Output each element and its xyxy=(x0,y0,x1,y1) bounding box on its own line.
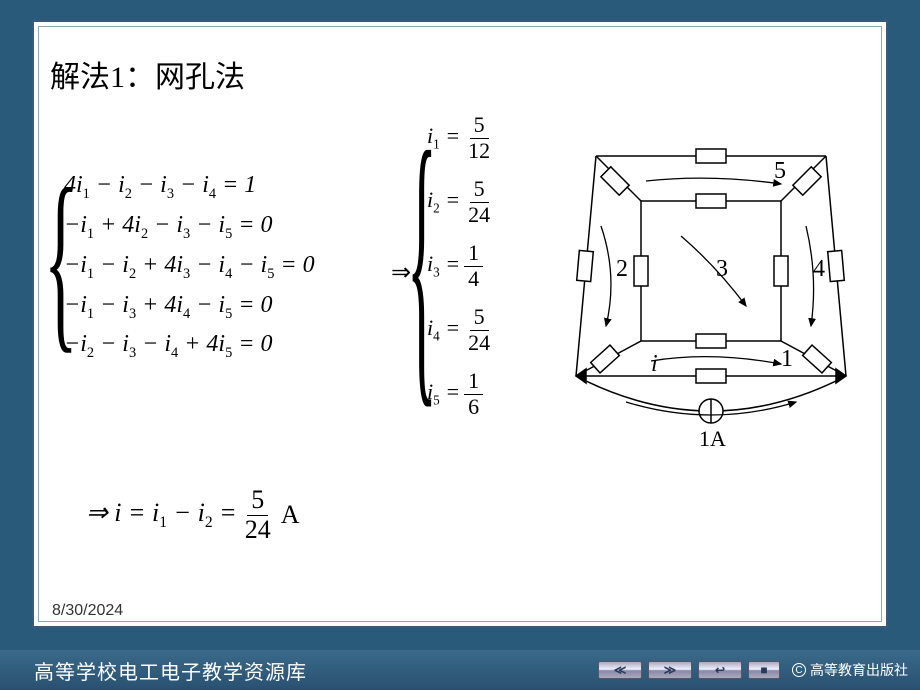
equation-row: 4i1 − i2 − i3 − i4 = 1 xyxy=(64,166,315,206)
mesh-label-2: 2 xyxy=(616,256,628,282)
math-area: { 4i1 − i2 − i3 − i4 = 1−i1 + 4i2 − i3 −… xyxy=(46,146,878,586)
equation-system: { 4i1 − i2 − i3 − i4 = 1−i1 + 4i2 − i3 −… xyxy=(54,166,315,365)
nav-buttons: ≪ ≫ ↩ ■ xyxy=(598,661,780,679)
equation-row: −i2 − i3 − i4 + 4i5 = 0 xyxy=(64,325,315,365)
solution-row: i3 = 14 xyxy=(427,234,498,298)
nav-next-button[interactable]: ≫ xyxy=(648,661,692,679)
copyright-icon: C xyxy=(792,663,806,677)
slide-title: 解法1：网孔法 xyxy=(50,52,878,96)
slide-date: 8/30/2024 xyxy=(52,602,123,620)
nav-first-button[interactable]: ≪ xyxy=(598,661,642,679)
current-label: i xyxy=(651,351,658,377)
slide-content: 解法1：网孔法 { 4i1 − i2 − i3 − i4 = 1−i1 + 4i… xyxy=(34,22,886,626)
solution-row: i1 = 512 xyxy=(427,106,498,170)
solution-row: i4 = 524 xyxy=(427,298,498,362)
final-fraction: 5 24 xyxy=(241,486,275,544)
mesh-label-3: 3 xyxy=(716,256,728,282)
solution-block: { i1 = 512i2 = 524i3 = 14i4 = 524i5 = 16 xyxy=(421,106,498,426)
footer-title: 高等学校电工电子教学资源库 xyxy=(34,656,598,685)
circuit-diagram: 1 2 3 4 5 i 1A xyxy=(556,126,866,486)
nav-stop-button[interactable]: ■ xyxy=(748,661,780,679)
equation-row: −i1 + 4i2 − i3 − i5 = 0 xyxy=(64,206,315,246)
brace-right-icon: { xyxy=(407,102,437,422)
final-num: 5 xyxy=(247,486,268,516)
final-prefix: ⇒ i = i1 − i2 = xyxy=(86,498,237,532)
mesh-label-4: 4 xyxy=(813,256,825,282)
equation-row: −i1 − i2 + 4i3 − i4 − i5 = 0 xyxy=(64,246,315,286)
mesh-label-1: 1 xyxy=(781,346,793,372)
solution-row: i5 = 16 xyxy=(427,362,498,426)
brace-left-icon: { xyxy=(44,160,78,360)
final-result: ⇒ i = i1 − i2 = 5 24 A xyxy=(86,486,299,544)
footer-bar: 高等学校电工电子教学资源库 ≪ ≫ ↩ ■ C 高等教育出版社 xyxy=(0,650,920,690)
solution-rows: i1 = 512i2 = 524i3 = 14i4 = 524i5 = 16 xyxy=(427,106,498,426)
publisher-label: C 高等教育出版社 xyxy=(792,660,908,680)
final-unit: A xyxy=(281,500,300,530)
source-label: 1A xyxy=(699,426,726,451)
equation-rows: 4i1 − i2 − i3 − i4 = 1−i1 + 4i2 − i3 − i… xyxy=(64,166,315,365)
publisher-text: 高等教育出版社 xyxy=(810,660,908,680)
final-den: 24 xyxy=(241,516,275,545)
mesh-label-5: 5 xyxy=(774,158,786,184)
nav-back-button[interactable]: ↩ xyxy=(698,661,742,679)
equation-row: −i1 − i3 + 4i4 − i5 = 0 xyxy=(64,286,315,326)
solution-row: i2 = 524 xyxy=(427,170,498,234)
slide-frame: 解法1：网孔法 { 4i1 − i2 − i3 − i4 = 1−i1 + 4i… xyxy=(32,20,888,628)
